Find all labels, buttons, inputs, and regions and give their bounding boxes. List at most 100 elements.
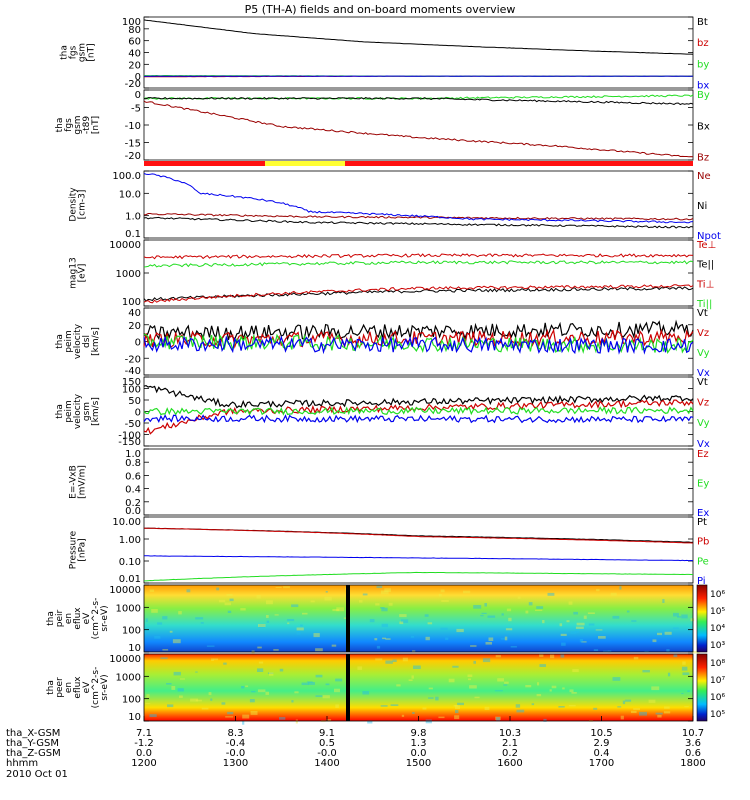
spectrogram-texture (178, 611, 182, 615)
y-axis-label: [eV] (78, 264, 88, 283)
spectrogram-texture (301, 682, 309, 686)
panel-frame (143, 16, 694, 89)
spectrogram-texture (308, 682, 315, 685)
legend-entry: Vz (697, 398, 709, 409)
spectrogram-texture (687, 690, 690, 692)
spectrogram-texture (525, 610, 529, 614)
panel-frame (143, 516, 694, 584)
series-line-Te⊥ (143, 253, 694, 260)
x-annotation-value: 2.9 (594, 738, 610, 749)
y-axis-label: peir (55, 609, 65, 627)
y-axis-label: E=-VxB (69, 465, 79, 499)
y-tick-label: -20 (125, 79, 141, 90)
spectrogram-texture (558, 706, 565, 708)
series-line-Npot (143, 173, 694, 224)
spectrogram-texture (325, 591, 328, 593)
y-tick-label: 0.8 (125, 458, 141, 469)
spectrogram-texture (470, 645, 477, 647)
spectrogram-texture (456, 628, 464, 633)
spectrogram-texture (681, 614, 688, 619)
spectrogram-texture (412, 650, 416, 652)
y-axis-label: tha (55, 118, 65, 133)
spectrogram-texture (380, 705, 388, 707)
spectrogram-texture (296, 630, 301, 635)
y-axis-label: eflux (73, 607, 83, 630)
spectrogram-texture (681, 666, 688, 671)
spectrogram-texture (221, 702, 226, 705)
spectrogram-texture (673, 654, 678, 658)
x-annotation-value: 0.0 (411, 748, 427, 759)
y-axis-label: gsm (78, 43, 88, 62)
spectrogram-texture (179, 695, 183, 698)
spectrogram-texture (588, 623, 595, 626)
panel-density: 100.0 10.0 1.0 0.1 Density [cm-3] Ne Ni Npot (69, 170, 721, 242)
x-annotation-row-label: tha_X-GSM (6, 728, 60, 739)
x-annotation-value: 7.1 (136, 728, 152, 739)
spectrogram-texture (399, 614, 407, 618)
spectrogram-texture (663, 711, 671, 714)
spectrogram-texture (274, 614, 279, 616)
x-annotation-value: 1200 (131, 758, 156, 769)
spectrogram-texture (413, 665, 421, 669)
spectrogram-texture (295, 719, 298, 724)
spectrogram-texture (448, 678, 455, 683)
panel-pressure: 10.00 1.00 0.10 0.01 Pressure [nPa] Pt Pb Pe Pi (69, 516, 709, 587)
spectrogram-texture (639, 711, 647, 716)
spectrogram-texture (190, 698, 198, 702)
spectrogram-texture (195, 617, 204, 620)
spectrogram-texture (146, 694, 150, 698)
spectrogram-texture (265, 691, 269, 695)
colorbar-tick-label: 10⁵ (710, 607, 725, 617)
spectrogram-texture (388, 602, 393, 606)
spectrogram-texture (481, 612, 487, 614)
spectrogram-texture (620, 715, 624, 720)
spectrogram-texture (335, 704, 339, 708)
x-annotation-value: -0.4 (226, 738, 246, 749)
y-tick-label: 1000 (116, 603, 141, 614)
spectrogram-texture (425, 719, 432, 724)
spectrogram-texture (279, 717, 286, 720)
spectrogram-texture (218, 599, 226, 603)
spectrogram-image (144, 654, 693, 721)
y-axis-label: gsm (73, 115, 83, 134)
spectrogram-texture (583, 615, 587, 619)
spectrogram-texture (536, 694, 542, 697)
spectrogram-texture (504, 636, 508, 641)
x-annotation-value: -1.2 (134, 738, 154, 749)
spectrogram-texture (425, 636, 430, 641)
spectrogram-texture (324, 596, 332, 601)
y-axis-label: [mV/m] (78, 465, 88, 499)
spectrogram-texture (435, 696, 439, 701)
y-tick-label: 10.00 (112, 517, 141, 528)
y-tick-label: 100 (122, 626, 141, 637)
mode-bar-segment (345, 161, 693, 166)
x-annotation-value: 3.6 (685, 738, 701, 749)
spectrogram-texture (488, 637, 494, 641)
spectrogram-texture (440, 627, 448, 630)
spectrogram-texture (382, 637, 386, 640)
spectrogram-texture (664, 631, 672, 635)
y-tick-label: -15 (125, 139, 141, 150)
spectrogram-texture (162, 616, 168, 620)
spectrogram-texture (457, 702, 464, 706)
spectrogram-texture (617, 706, 622, 708)
panel-fgs-gsm-t89: 0 -5 -10 -15-20 tha fgs gsm -t89 [nT] By Bx Bz (55, 89, 710, 164)
series-line-Ti⊥ (143, 284, 694, 304)
spectrogram-texture (167, 704, 174, 708)
mode-bar-segment (144, 161, 265, 166)
y-axis-label: peim (64, 400, 74, 423)
spectrogram-texture (559, 623, 563, 627)
spectrogram-texture (673, 612, 679, 617)
y-axis-label: Density (69, 187, 79, 222)
series-line-Pe (144, 571, 694, 582)
spectrogram-texture (452, 665, 459, 668)
spectrogram-texture (325, 683, 330, 686)
spectrogram-texture (454, 715, 460, 720)
spectrogram-texture (633, 656, 639, 660)
y-axis-label: tha (46, 680, 56, 695)
spectrogram-texture (310, 600, 315, 603)
spectrogram-texture (287, 622, 290, 625)
spectrogram-texture (273, 649, 279, 651)
x-annotation-value: 9.1 (319, 728, 335, 739)
